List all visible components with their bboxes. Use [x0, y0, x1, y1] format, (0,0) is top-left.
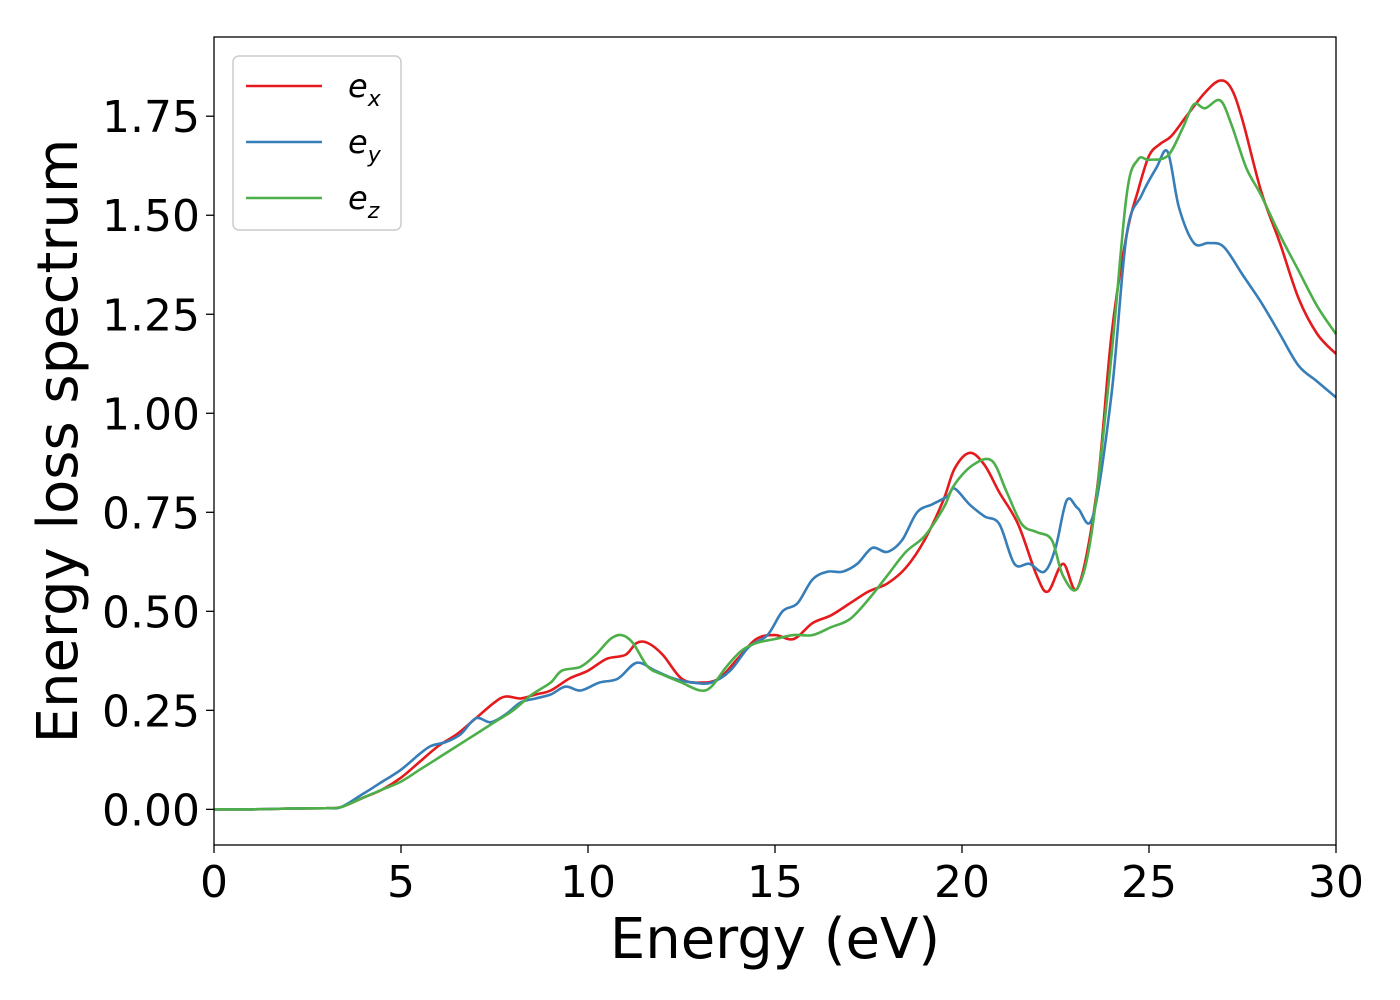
- y-tick-label: 0.25: [102, 686, 200, 737]
- y-tick-label: 0.75: [102, 488, 200, 539]
- x-tick-label: 20: [934, 857, 990, 908]
- series-layer: [213, 79, 1338, 811]
- x-axis-ticks: 0 5 10 15 20 25 30: [200, 845, 1364, 908]
- y-tick-label: 0.50: [102, 587, 200, 638]
- legend-label-ez: ez: [348, 179, 380, 224]
- legend-label-base: e: [348, 179, 368, 217]
- y-axis-label: Energy loss spectrum: [26, 139, 91, 744]
- series-line-ey: [213, 149, 1337, 811]
- y-axis-ticks: 0.00 0.25 0.50 0.75 1.00 1.25 1.50 1.75: [102, 92, 214, 836]
- y-tick-label: 1.50: [102, 191, 200, 242]
- x-tick-label: 5: [387, 857, 415, 908]
- x-tick-label: 25: [1121, 857, 1177, 908]
- legend-label-ex: ex: [348, 67, 382, 112]
- legend-label-subscript: x: [367, 87, 382, 112]
- x-tick-label: 10: [560, 857, 616, 908]
- x-tick-label: 30: [1308, 857, 1364, 908]
- x-axis-label: Energy (eV): [610, 907, 940, 972]
- legend-label-ey: ey: [348, 123, 382, 168]
- y-tick-label: 1.75: [102, 92, 200, 143]
- series-line-ez: [213, 98, 1338, 811]
- y-tick-label: 0.00: [102, 785, 200, 836]
- x-tick-label: 15: [747, 857, 803, 908]
- legend-label-base: e: [348, 123, 368, 161]
- legend-label-subscript: y: [367, 143, 382, 168]
- legend-label-base: e: [348, 67, 368, 105]
- y-tick-label: 1.25: [102, 290, 200, 341]
- x-tick-label: 0: [200, 857, 228, 908]
- legend-label-subscript: z: [367, 199, 380, 224]
- y-tick-label: 1.00: [102, 389, 200, 440]
